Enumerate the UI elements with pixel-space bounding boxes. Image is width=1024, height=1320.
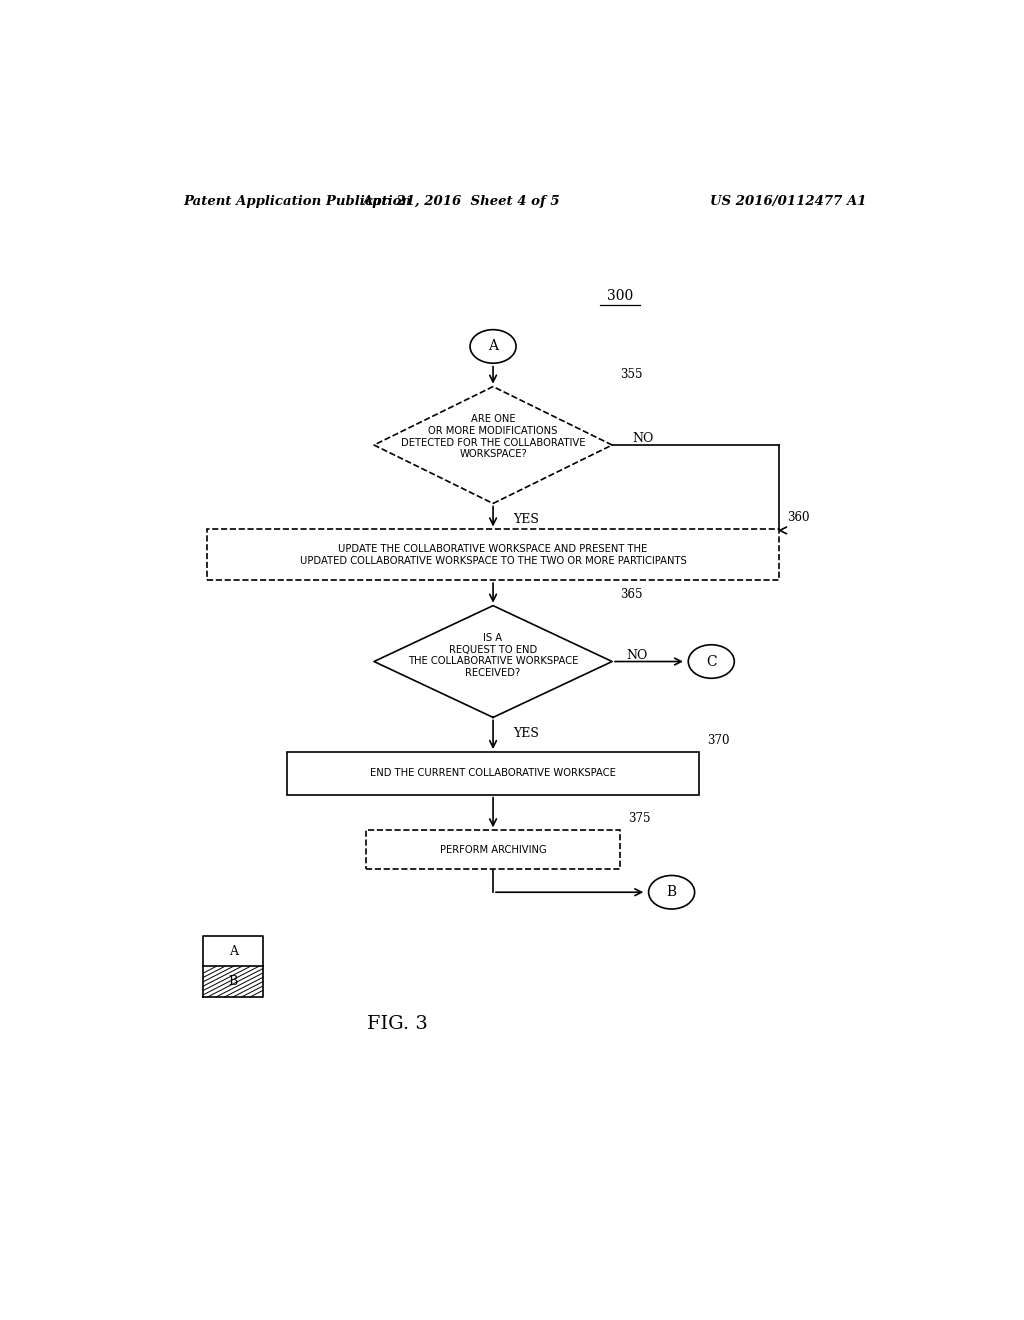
- Text: US 2016/0112477 A1: US 2016/0112477 A1: [710, 194, 866, 207]
- Text: ARE ONE
OR MORE MODIFICATIONS
DETECTED FOR THE COLLABORATIVE
WORKSPACE?: ARE ONE OR MORE MODIFICATIONS DETECTED F…: [400, 414, 586, 459]
- FancyBboxPatch shape: [287, 752, 699, 795]
- Text: 360: 360: [786, 511, 809, 524]
- Text: PERFORM ARCHIVING: PERFORM ARCHIVING: [439, 845, 547, 854]
- Text: Patent Application Publication: Patent Application Publication: [183, 194, 412, 207]
- Text: 300: 300: [607, 289, 633, 302]
- Text: YES: YES: [513, 727, 539, 741]
- Text: A: A: [488, 339, 498, 354]
- Text: IS A
REQUEST TO END
THE COLLABORATIVE WORKSPACE
RECEIVED?: IS A REQUEST TO END THE COLLABORATIVE WO…: [408, 634, 579, 677]
- Text: C: C: [706, 655, 717, 668]
- FancyBboxPatch shape: [367, 830, 621, 869]
- Text: UPDATE THE COLLABORATIVE WORKSPACE AND PRESENT THE
UPDATED COLLABORATIVE WORKSPA: UPDATE THE COLLABORATIVE WORKSPACE AND P…: [300, 544, 686, 565]
- FancyBboxPatch shape: [207, 529, 779, 581]
- Text: 365: 365: [620, 587, 642, 601]
- Text: B: B: [667, 886, 677, 899]
- Text: NO: NO: [632, 433, 653, 445]
- Text: END THE CURRENT COLLABORATIVE WORKSPACE: END THE CURRENT COLLABORATIVE WORKSPACE: [370, 768, 616, 779]
- Text: NO: NO: [627, 649, 648, 661]
- Text: 375: 375: [628, 812, 650, 825]
- Text: B: B: [228, 975, 238, 989]
- Text: Apr. 21, 2016  Sheet 4 of 5: Apr. 21, 2016 Sheet 4 of 5: [362, 194, 560, 207]
- Text: A: A: [228, 945, 238, 958]
- Text: YES: YES: [513, 513, 539, 527]
- Text: 370: 370: [708, 734, 730, 747]
- Text: 355: 355: [620, 368, 642, 381]
- Text: FIG. 3: FIG. 3: [368, 1015, 428, 1034]
